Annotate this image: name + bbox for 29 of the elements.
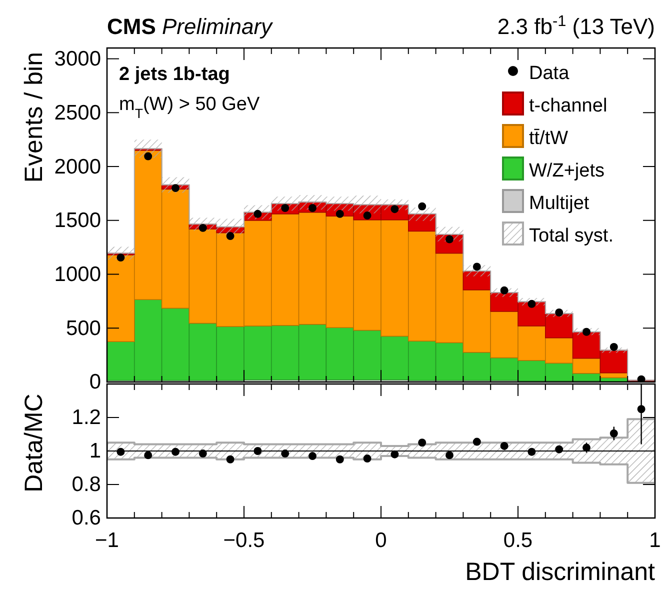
annotation: 2 jets 1b-tag: [119, 64, 230, 85]
y-tick-label: 0.6: [72, 506, 101, 530]
x-tick-label: 0.5: [503, 528, 533, 552]
x-axis-title: BDT discriminant: [465, 558, 656, 586]
chart-subtitle: 2.3 fb$^{-1}$ (13 TeV): [497, 12, 655, 39]
legend-label: W/Z+jets: [529, 160, 604, 182]
y-axis-title: Events / bin: [20, 52, 48, 183]
y-tick-label: 1.2: [72, 406, 101, 430]
text: Total syst.: [529, 226, 614, 246]
y-tick-label: 1: [89, 440, 101, 463]
y-tick-label: 500: [66, 316, 101, 340]
y-tick-label: 0.8: [72, 473, 101, 496]
x-tick-label: −0.5: [223, 528, 265, 552]
chart-title: CMS Preliminary: [107, 14, 274, 39]
y-tick-label: 0: [89, 370, 101, 394]
y-tick-label: 3000: [54, 47, 101, 70]
legend-label: tt̄/tW: [529, 128, 568, 149]
y-tick-label: 2500: [54, 101, 101, 124]
x-tick-label: 1: [649, 528, 661, 552]
y-tick-label: 1000: [54, 262, 101, 286]
y-axis-title: Data/MC: [20, 394, 48, 492]
legend-label: Data: [529, 63, 570, 84]
legend-label: Multijet: [529, 193, 590, 214]
x-tick-label: −1: [95, 528, 119, 552]
annotation: m$_{T}$(W) > 50 GeV: [119, 94, 260, 120]
legend-label: t-channel: [529, 96, 608, 116]
x-tick-label: 0: [375, 528, 387, 552]
y-tick-label: 1500: [54, 209, 101, 232]
y-tick-label: 2000: [54, 155, 101, 178]
